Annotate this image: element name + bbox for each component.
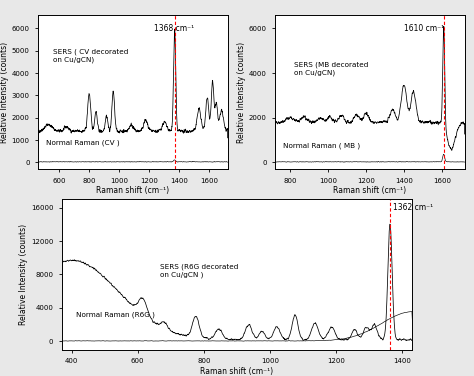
Text: SERS ( CV decorated
on Cu/gCN): SERS ( CV decorated on Cu/gCN): [53, 49, 128, 64]
Text: 1362 cm⁻¹: 1362 cm⁻¹: [393, 203, 433, 212]
Y-axis label: Relative Intensity (counts): Relative Intensity (counts): [19, 224, 28, 325]
Text: Normal Raman ( MB ): Normal Raman ( MB ): [283, 143, 360, 149]
X-axis label: Raman shift (cm⁻¹): Raman shift (cm⁻¹): [96, 186, 169, 195]
Text: SERS (MB decorated
on Cu/gCN): SERS (MB decorated on Cu/gCN): [294, 61, 368, 76]
X-axis label: Raman shift (cm⁻¹): Raman shift (cm⁻¹): [201, 367, 273, 376]
Y-axis label: Relative Intensity (counts): Relative Intensity (counts): [237, 42, 246, 143]
Text: SERS (R6G decorated
on Cu/gCN ): SERS (R6G decorated on Cu/gCN ): [160, 264, 238, 279]
Text: Normal Raman (R6G ): Normal Raman (R6G ): [76, 312, 155, 318]
Y-axis label: Relative Intensity (counts): Relative Intensity (counts): [0, 42, 9, 143]
Text: (b): (b): [362, 200, 378, 210]
Text: (a): (a): [125, 200, 140, 210]
X-axis label: Raman shift (cm⁻¹): Raman shift (cm⁻¹): [333, 186, 406, 195]
Text: 1610 cm⁻¹: 1610 cm⁻¹: [403, 24, 444, 33]
Text: 1368 cm⁻¹: 1368 cm⁻¹: [155, 24, 195, 33]
Text: Normal Raman (CV ): Normal Raman (CV ): [46, 139, 119, 146]
